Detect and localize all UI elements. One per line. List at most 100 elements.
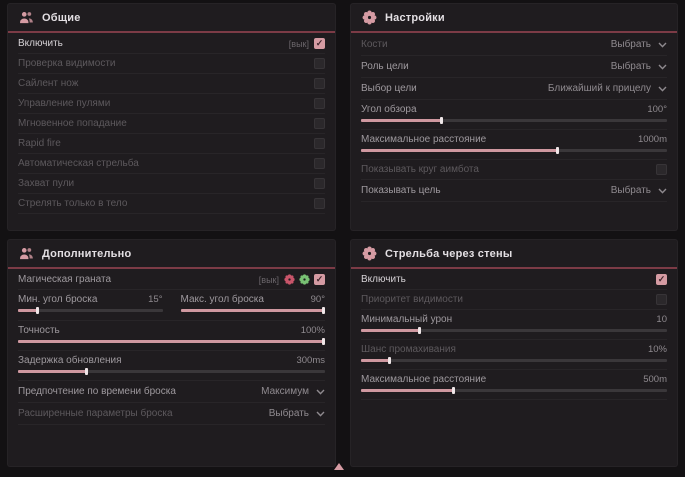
row-label: Максимальное расстояние — [361, 373, 487, 385]
checkbox[interactable] — [314, 98, 325, 109]
slider-value: 1000m — [637, 134, 667, 145]
slider-value: 100% — [300, 325, 325, 336]
row-label: Предпочтение по времени броска — [18, 385, 176, 397]
toggle-row: Управление пулями — [18, 94, 325, 114]
slider-thumb[interactable] — [418, 327, 422, 334]
slider[interactable] — [361, 327, 667, 334]
slider[interactable] — [361, 387, 667, 394]
row-label: Магическая граната — [18, 273, 112, 285]
slider-thumb[interactable] — [322, 307, 325, 314]
scroll-down-indicator[interactable] — [334, 463, 344, 470]
slider-fill — [18, 309, 37, 312]
slider-label-row: Максимальное расстояние 1000m — [361, 134, 667, 145]
panel-body: Магическая граната [вык] ✓ Мин. угол броска… — [8, 269, 335, 425]
row-label: Включить — [361, 273, 406, 285]
slider-thumb[interactable] — [451, 387, 455, 394]
dropdown[interactable]: Выбрать — [269, 408, 325, 419]
checkbox[interactable]: ✓ — [314, 38, 325, 49]
dropdown-row: Расширенные параметры броска Выбрать — [18, 403, 325, 425]
row-label: Показывать цель — [361, 184, 441, 196]
panel-settings: Настройки Кости Выбрать Роль цели Выбрать Вы… — [351, 4, 677, 230]
hotkey-label[interactable]: [вык] — [258, 274, 279, 285]
slider[interactable] — [361, 117, 667, 124]
slider-label-row: Макс. угол броска 90° — [181, 294, 326, 305]
flower-icon — [362, 10, 377, 25]
slider-value: 90° — [310, 294, 325, 305]
flower-green-icon[interactable] — [299, 274, 310, 285]
slider-thumb[interactable] — [387, 357, 391, 364]
checkbox[interactable] — [656, 164, 667, 175]
slider-row: Задержка обновления 300ms — [18, 351, 325, 381]
dropdown-value: Выбрать — [268, 408, 309, 419]
dropdown[interactable]: Выбрать — [611, 39, 667, 50]
checkbox[interactable] — [314, 138, 325, 149]
people-icon — [19, 10, 34, 25]
row-label: Приоритет видимости — [361, 293, 464, 305]
slider-fill — [18, 370, 86, 373]
panel-header: Дополнительно — [8, 240, 335, 269]
slider-row: Точность 100% — [18, 321, 325, 351]
slider-fill — [18, 340, 325, 343]
dropdown-value: Выбрать — [610, 39, 651, 50]
slider[interactable] — [18, 338, 325, 345]
dropdown[interactable]: Ближайший к прицелу — [548, 83, 667, 94]
slider-row: Угол обзора 100° — [361, 100, 667, 130]
checkbox[interactable] — [314, 178, 325, 189]
row-label: Точность — [18, 324, 60, 336]
hotkey-label[interactable]: [вык] — [288, 38, 309, 49]
dropdown-value: Выбрать — [610, 61, 651, 72]
slider[interactable] — [18, 368, 325, 375]
dropdown[interactable]: Выбрать — [611, 61, 667, 72]
slider-fill — [361, 149, 557, 152]
slider-thumb[interactable] — [555, 147, 559, 154]
slider[interactable] — [361, 147, 667, 154]
slider-fill — [361, 329, 420, 332]
toggle-row: Включить [вык] ✓ — [18, 34, 325, 54]
slider[interactable] — [361, 357, 667, 364]
row-label: Мгновенное попадание — [18, 117, 127, 129]
dropdown-value: Максимум — [261, 386, 309, 397]
row-label: Максимальное расстояние — [361, 133, 487, 145]
dropdown-row: Кости Выбрать — [361, 34, 667, 56]
row-label: Макс. угол броска — [180, 293, 264, 305]
row-label: Выбор цели — [361, 82, 417, 94]
panel-title: Дополнительно — [42, 247, 132, 260]
flower-red-icon[interactable] — [284, 274, 295, 285]
toggle-row: Стрелять только в тело — [18, 194, 325, 214]
checkbox[interactable] — [314, 118, 325, 129]
toggle-row: Приоритет видимости — [361, 290, 667, 310]
slider-thumb[interactable] — [35, 307, 39, 314]
checkbox[interactable] — [314, 58, 325, 69]
slider[interactable] — [18, 307, 163, 314]
toggle-row: Проверка видимости — [18, 54, 325, 74]
panel-additional: Дополнительно Магическая граната [вык] ✓ Ми… — [8, 240, 335, 466]
dropdown[interactable]: Максимум — [261, 386, 325, 397]
dropdown[interactable]: Выбрать — [611, 185, 667, 196]
slider-value: 15° — [148, 294, 163, 305]
toggle-row: Захват пули — [18, 174, 325, 194]
checkbox[interactable] — [314, 78, 325, 89]
checkbox[interactable] — [314, 158, 325, 169]
row-label: Минимальный урон — [361, 313, 453, 325]
checkbox[interactable]: ✓ — [656, 274, 667, 285]
slider[interactable] — [180, 307, 325, 314]
slider-label-row: Максимальное расстояние 500m — [361, 374, 667, 385]
slider-thumb[interactable] — [84, 368, 88, 375]
checkbox[interactable]: ✓ — [314, 274, 325, 285]
dropdown-value: Ближайший к прицелу — [547, 83, 651, 94]
panel-title: Стрельба через стены — [385, 247, 513, 260]
slider-thumb[interactable] — [439, 117, 443, 124]
row-label: Включить — [18, 37, 63, 49]
checkbox[interactable] — [314, 198, 325, 209]
slider-thumb[interactable] — [322, 338, 325, 345]
panel-body: Кости Выбрать Роль цели Выбрать Выбор цели Бл… — [351, 33, 677, 202]
panel-title: Настройки — [385, 11, 445, 24]
slider-label-row: Угол обзора 100° — [361, 104, 667, 115]
toggle-row: Автоматическая стрельба — [18, 154, 325, 174]
slider-pair-row: Мин. угол броска 15° Макс. угол броска 90° — [18, 290, 325, 321]
checkbox[interactable] — [656, 294, 667, 305]
row-label: Роль цели — [361, 60, 409, 72]
row-label: Сайлент нож — [18, 77, 79, 89]
chevron-down-icon — [316, 411, 325, 417]
slider-value: 10 — [656, 314, 667, 325]
